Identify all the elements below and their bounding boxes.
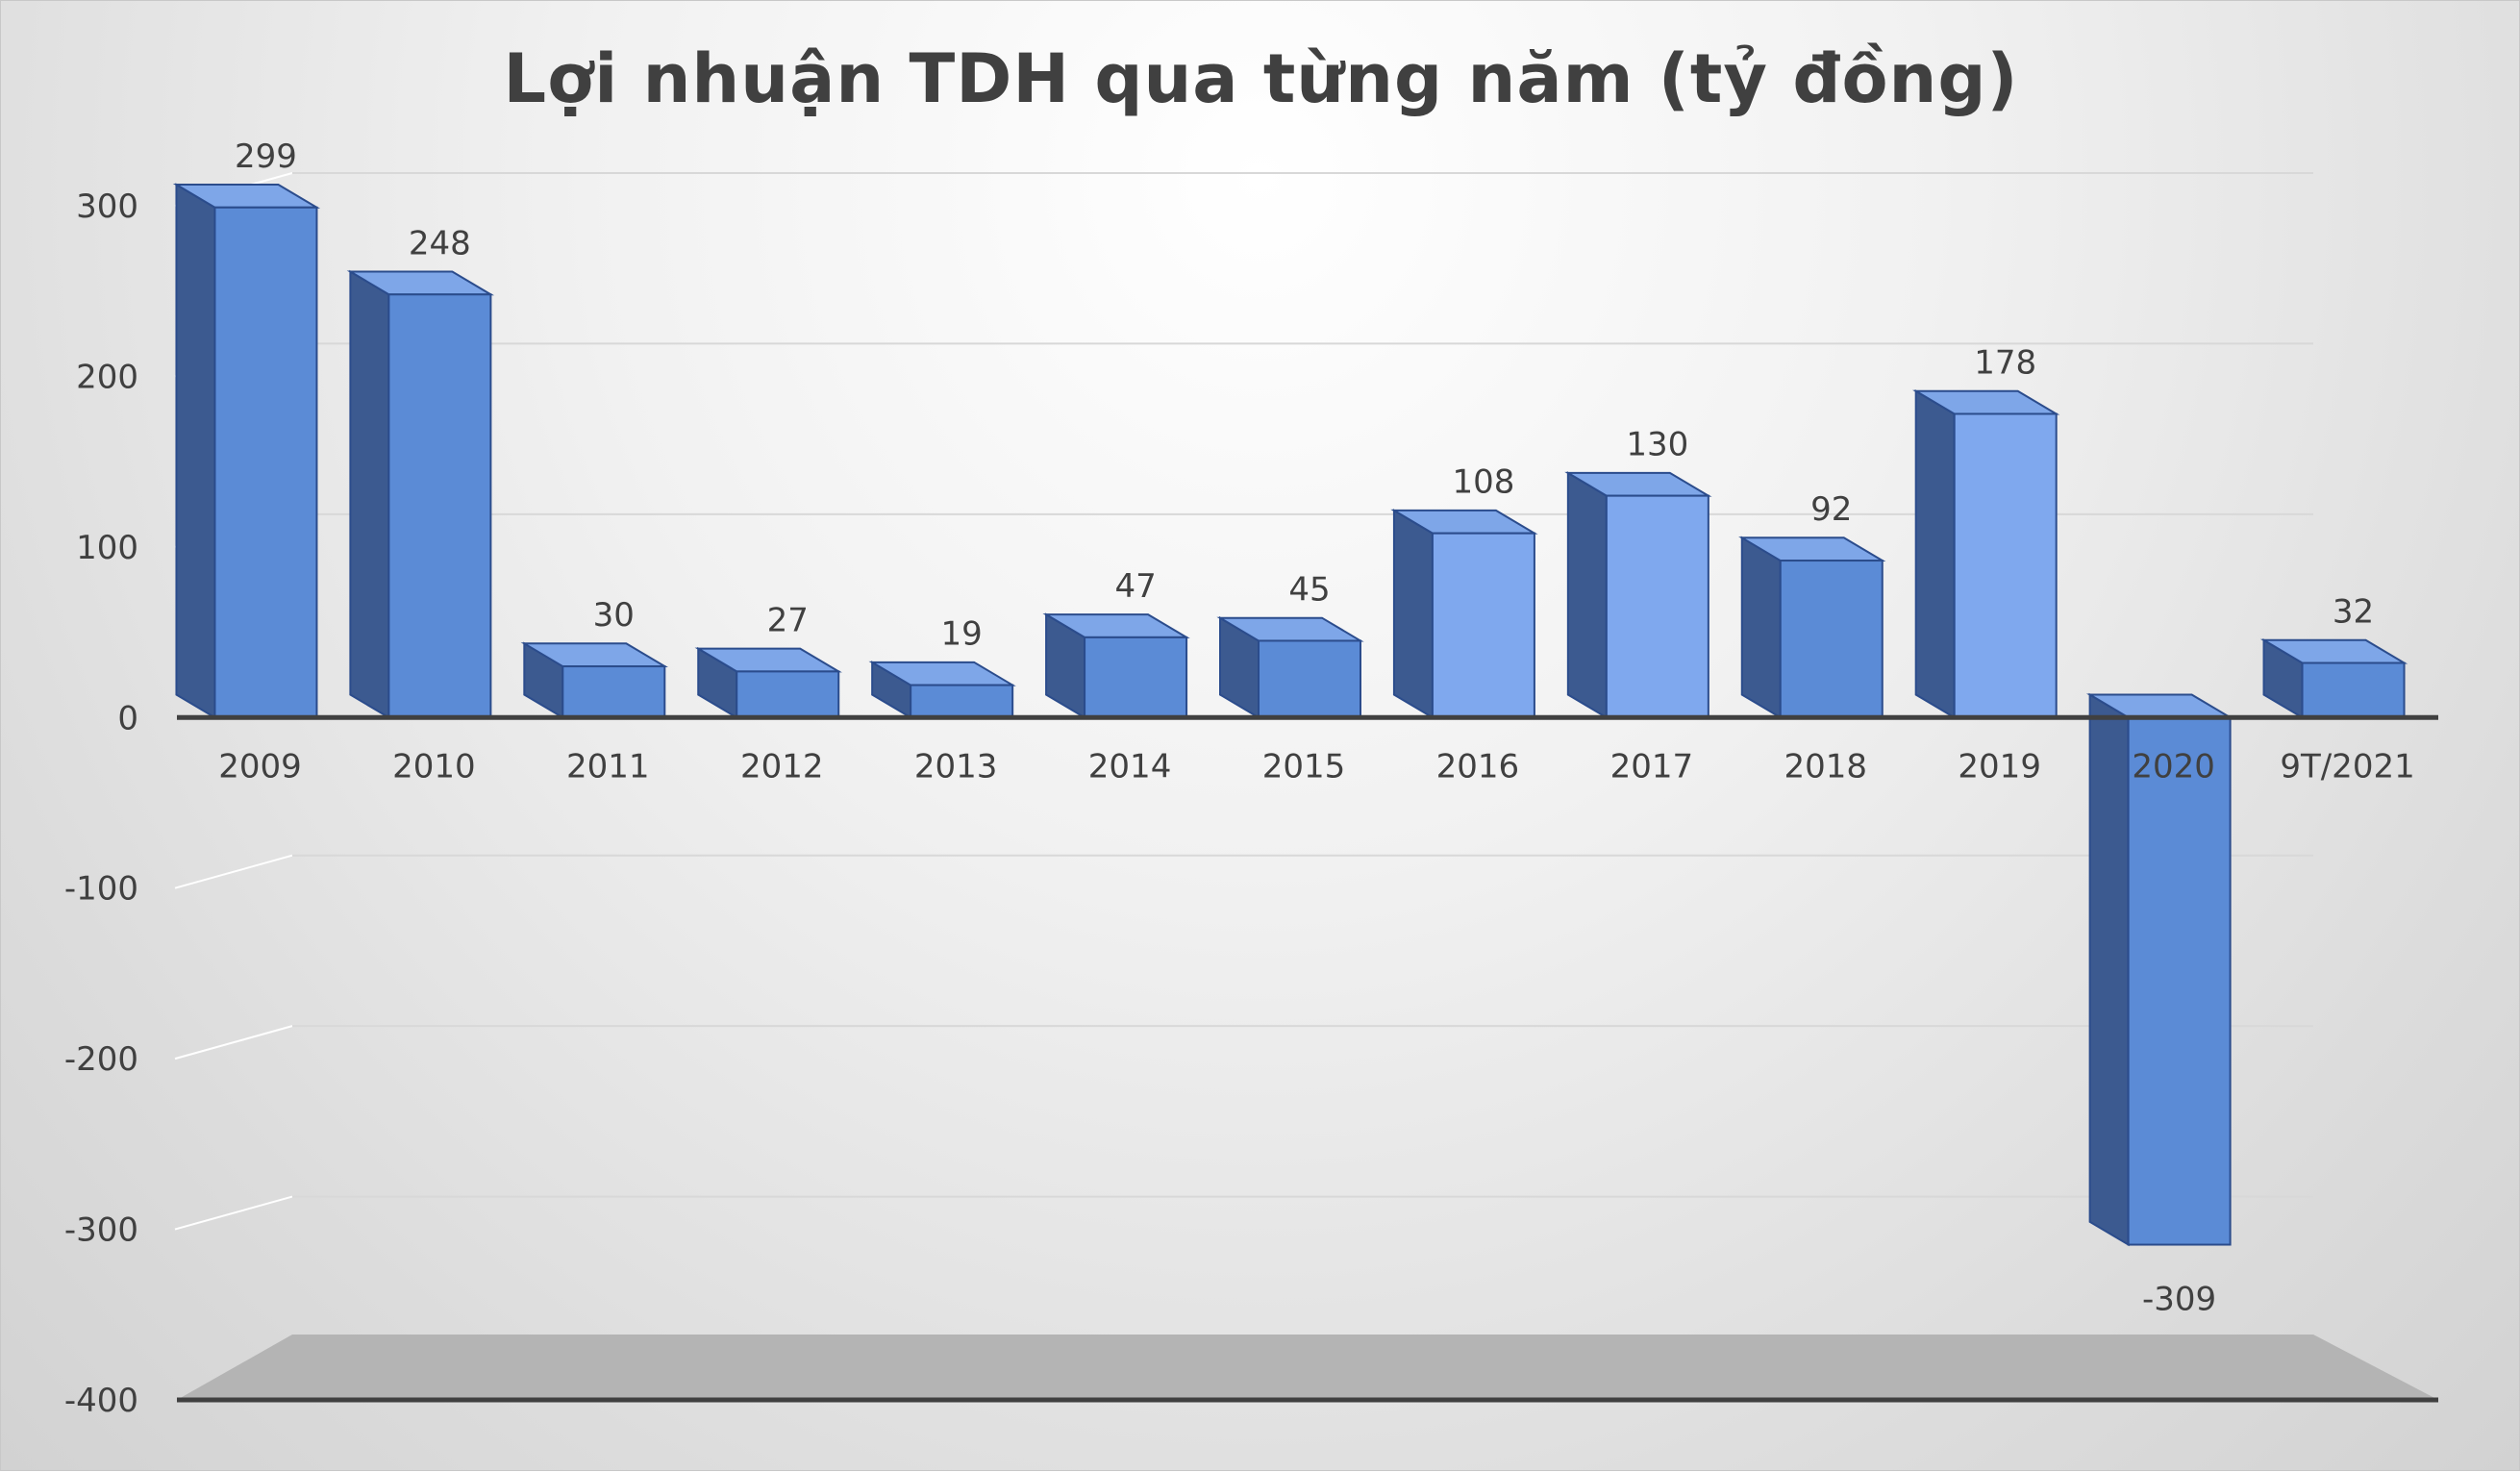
x-tick-label: 2014 xyxy=(1088,747,1172,786)
x-tick-label: 2009 xyxy=(218,747,302,786)
bar-front xyxy=(561,665,666,719)
bar-front xyxy=(1605,494,1709,719)
bar-2019 xyxy=(1912,388,2060,720)
floor-plane xyxy=(177,1335,2438,1400)
y-tick-label: -200 xyxy=(64,1040,138,1079)
bar-front xyxy=(1779,560,1884,719)
bar-side xyxy=(1566,471,1608,720)
x-tick-label: 2010 xyxy=(392,747,476,786)
bar-side xyxy=(349,269,390,720)
y-tick-label: 200 xyxy=(76,358,138,396)
bar-front xyxy=(1258,639,1361,719)
data-label: 30 xyxy=(593,596,635,635)
bar-front xyxy=(910,684,1014,719)
y-tick-label: 100 xyxy=(76,529,138,567)
data-label: 92 xyxy=(1810,490,1852,529)
x-tick-label: 2013 xyxy=(914,747,998,786)
y-tick-label: 0 xyxy=(117,699,138,737)
bar-side xyxy=(1740,536,1782,720)
bar-side xyxy=(1914,388,1956,720)
data-label: -309 xyxy=(2142,1281,2216,1319)
bar-front xyxy=(1084,636,1188,719)
x-tick-label: 9T/2021 xyxy=(2280,747,2414,786)
bar-front xyxy=(387,293,492,719)
y-axis-labels: 300 200 100 0 -100 -200 -300 -400 xyxy=(64,187,138,1420)
bar-2013 xyxy=(868,661,1016,720)
bar-front xyxy=(1953,412,2058,719)
bar-2020 xyxy=(2085,692,2234,1247)
x-tick-label: 2015 xyxy=(1262,747,1346,786)
data-label: 130 xyxy=(1626,426,1688,464)
y-tick-label: -400 xyxy=(64,1382,138,1420)
bar-2016 xyxy=(1390,509,1538,720)
data-label: 108 xyxy=(1452,463,1514,502)
bar-9T/2021 xyxy=(2259,638,2408,720)
x-tick-label: 2020 xyxy=(2132,747,2215,786)
bar-2010 xyxy=(346,269,495,720)
x-axis-labels: 2009 2010 2011 2012 2013 2014 2015 2016 2017 2018… xyxy=(218,747,2415,786)
bar-side xyxy=(175,183,216,720)
y-tick-label: 300 xyxy=(76,187,138,226)
bar-side xyxy=(2088,692,2130,1247)
x-tick-label: 2017 xyxy=(1610,747,1694,786)
bar-side xyxy=(1392,509,1434,720)
data-label: 45 xyxy=(1288,570,1330,609)
bar-front xyxy=(736,670,840,719)
bars xyxy=(172,183,2408,1247)
y-tick-label: -100 xyxy=(64,870,138,909)
data-label: 178 xyxy=(1974,343,2036,382)
x-tick-label: 2019 xyxy=(1958,747,2041,786)
bar-2009 xyxy=(172,183,321,720)
bar-2011 xyxy=(520,641,668,720)
x-tick-label: 2011 xyxy=(566,747,650,786)
bar-2012 xyxy=(694,646,842,720)
data-label: 19 xyxy=(941,615,983,654)
data-label: 32 xyxy=(2333,593,2374,632)
bar-2014 xyxy=(1042,612,1190,720)
bar-2015 xyxy=(1216,615,1364,720)
gridline-diagonal xyxy=(174,854,293,889)
bar-front xyxy=(213,206,318,719)
data-label: 299 xyxy=(235,137,297,176)
bar-front xyxy=(1431,532,1535,719)
data-labels: 299 248 30 27 19 47 45 108 130 92 178 -309 32 xyxy=(235,137,2374,1319)
x-tick-label: 2018 xyxy=(1784,747,1868,786)
y-tick-label: -300 xyxy=(64,1211,138,1250)
x-tick-label: 2012 xyxy=(740,747,824,786)
data-label: 248 xyxy=(409,224,471,262)
bar-2017 xyxy=(1564,471,1712,720)
x-tick-label: 2016 xyxy=(1436,747,1520,786)
bar-front xyxy=(2301,661,2406,719)
bar-front xyxy=(2127,716,2232,1246)
bar-2018 xyxy=(1738,536,1886,720)
data-label: 27 xyxy=(767,601,809,639)
chart-title: Lợi nhuận TDH qua từng năm (tỷ đồng) xyxy=(503,39,2019,118)
gridline-diagonal xyxy=(174,1025,293,1060)
gridline-diagonal xyxy=(174,1195,293,1231)
data-label: 47 xyxy=(1114,567,1156,606)
chart-floor xyxy=(177,1335,2438,1403)
